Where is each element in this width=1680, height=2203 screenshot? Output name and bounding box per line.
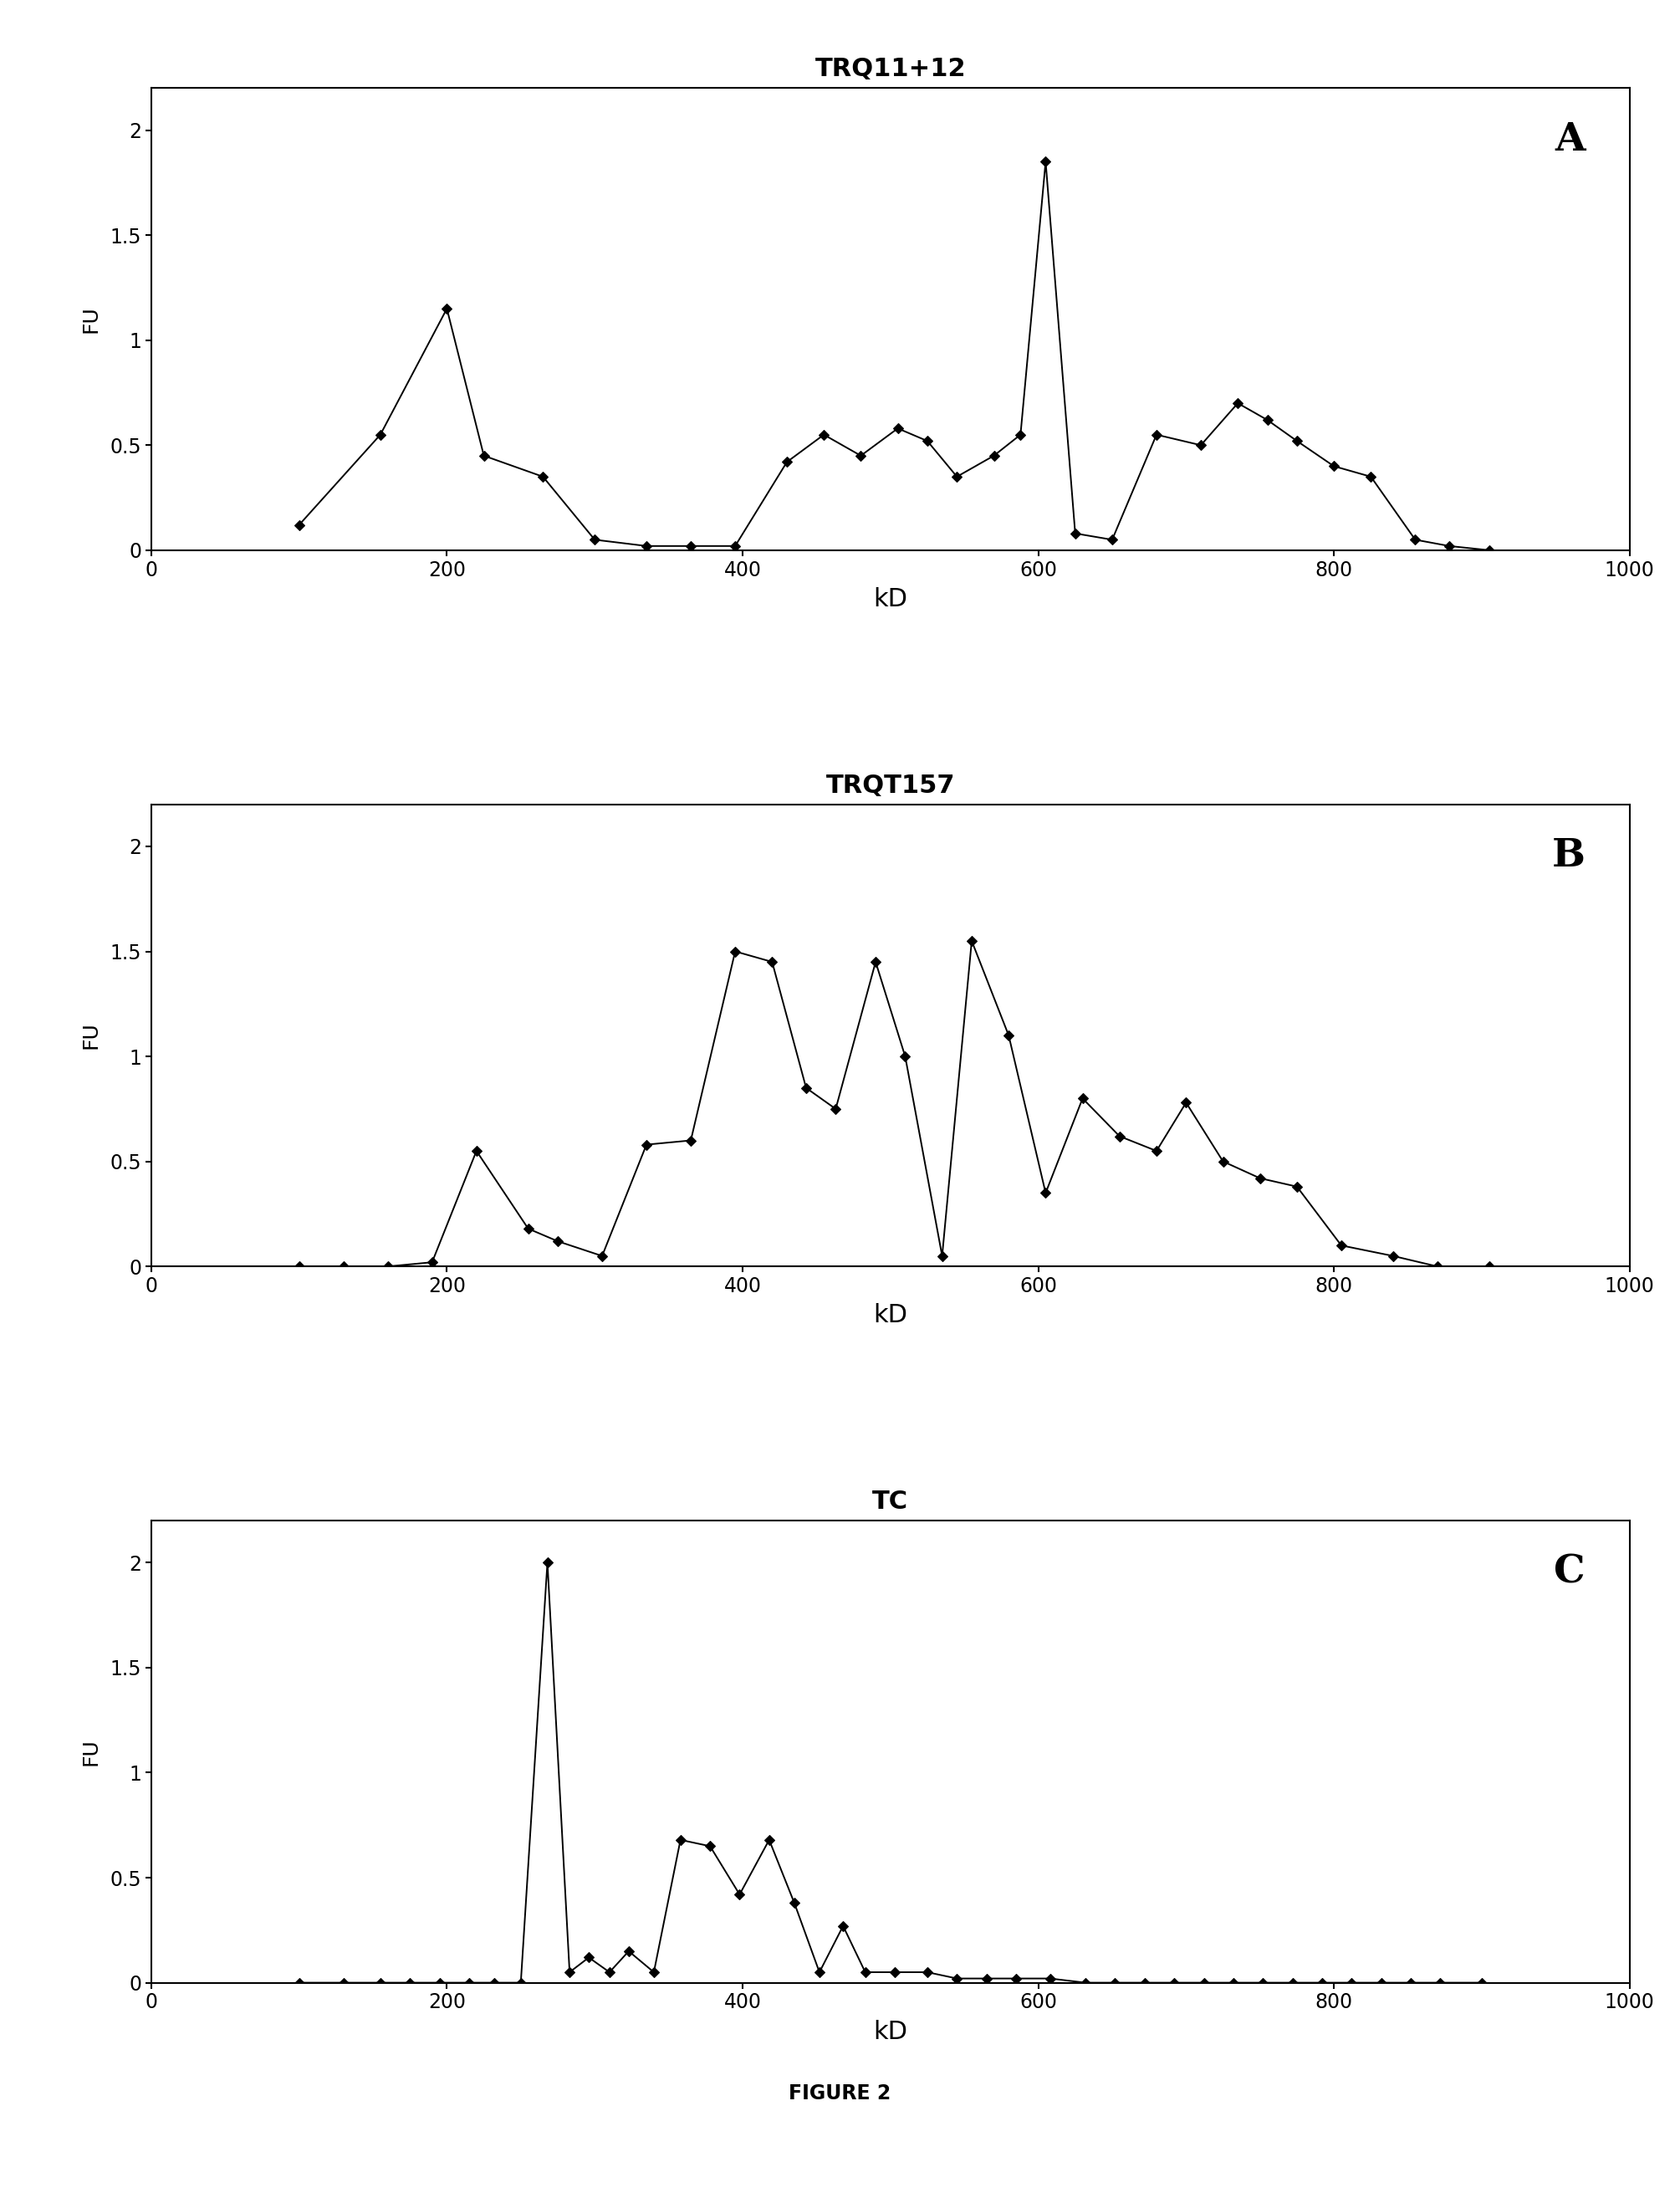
X-axis label: kD: kD — [874, 2020, 907, 2044]
X-axis label: kD: kD — [874, 1304, 907, 1328]
Y-axis label: FU: FU — [81, 1022, 101, 1049]
Y-axis label: FU: FU — [81, 306, 101, 333]
X-axis label: kD: kD — [874, 588, 907, 612]
Title: TC: TC — [872, 1489, 909, 1513]
Title: TRQT157: TRQT157 — [827, 773, 954, 797]
Text: C: C — [1554, 1553, 1586, 1591]
Y-axis label: FU: FU — [81, 1738, 101, 1765]
Text: B: B — [1552, 837, 1586, 875]
Text: A: A — [1554, 121, 1586, 159]
Text: FIGURE 2: FIGURE 2 — [790, 2084, 890, 2104]
Title: TRQ11+12: TRQ11+12 — [815, 57, 966, 82]
